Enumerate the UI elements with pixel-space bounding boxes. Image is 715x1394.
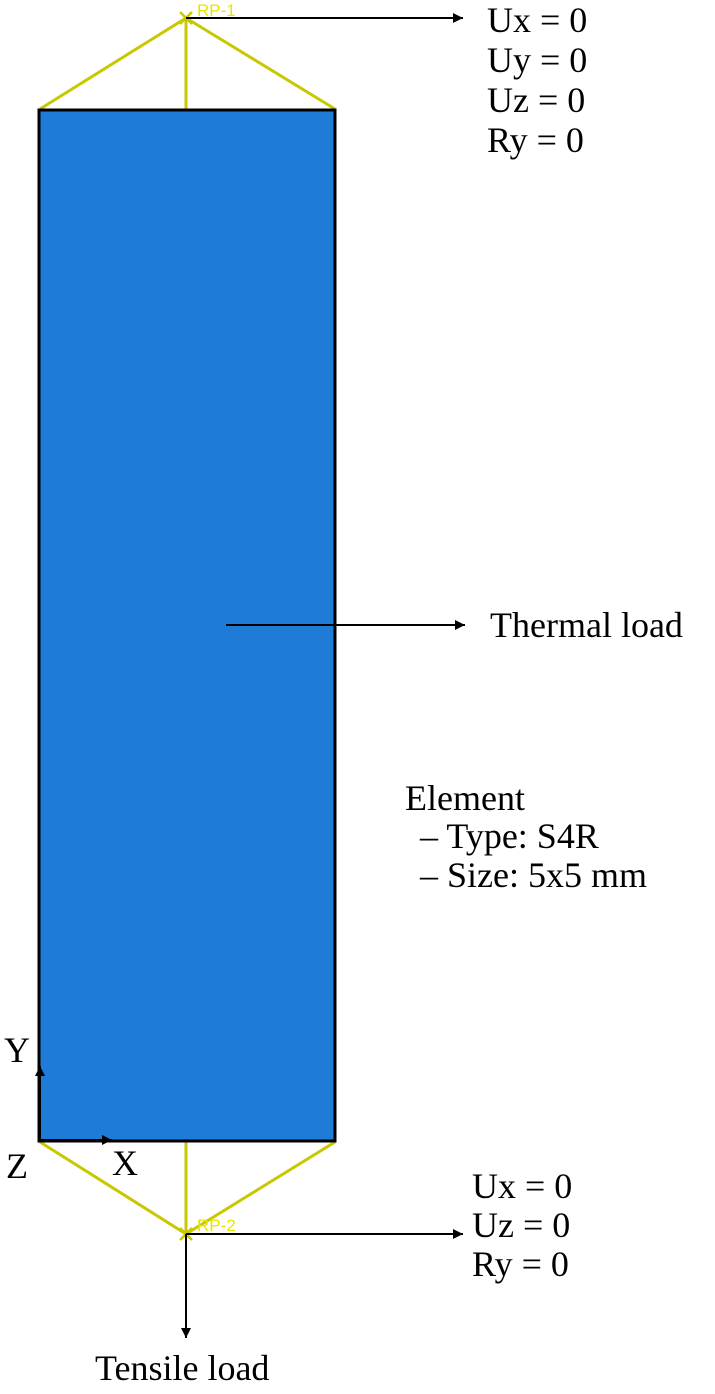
- bottom-bc-ry: Ry = 0: [472, 1244, 569, 1284]
- top-bc-uy: Uy = 0: [487, 40, 587, 80]
- bottom-bc-uz: Uz = 0: [472, 1205, 570, 1245]
- coordinate-triad: Y X Z: [4, 1030, 138, 1186]
- top-coupling-lines: [39, 16, 336, 111]
- top-bc-ry: Ry = 0: [487, 120, 584, 160]
- top-bc-uz: Uz = 0: [487, 80, 585, 120]
- tensile-load-label: Tensile load: [95, 1348, 269, 1388]
- rp2-label: RP-2: [197, 1216, 236, 1235]
- top-bc-ux: Ux = 0: [487, 0, 587, 40]
- top-bc-labels: Ux = 0 Uy = 0 Uz = 0 Ry = 0: [487, 0, 587, 160]
- axis-z-label: Z: [6, 1146, 28, 1186]
- bottom-bc-labels: Ux = 0 Uz = 0 Ry = 0: [472, 1166, 572, 1284]
- element-size: – Size: 5x5 mm: [419, 855, 647, 895]
- thermal-load-label: Thermal load: [490, 605, 683, 645]
- axis-y-label: Y: [4, 1030, 30, 1070]
- bottom-bc-ux: Ux = 0: [472, 1166, 572, 1206]
- element-title: Element: [405, 778, 525, 818]
- bottom-coupling-lines: [39, 1140, 336, 1236]
- rp1-label: RP-1: [197, 1, 236, 20]
- element-type: – Type: S4R: [419, 816, 599, 856]
- element-info: Element – Type: S4R – Size: 5x5 mm: [405, 778, 647, 895]
- axis-x-label: X: [112, 1143, 138, 1183]
